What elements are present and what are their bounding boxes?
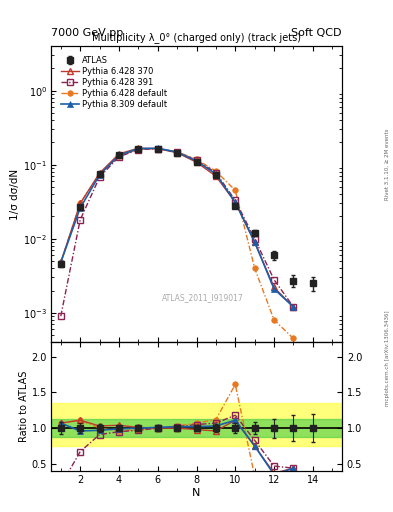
Text: Soft QCD: Soft QCD (292, 28, 342, 38)
Bar (51, 419, 342, 437)
Y-axis label: 1/σ dσ/dN: 1/σ dσ/dN (10, 168, 20, 220)
Text: ATLAS_2011_I919017: ATLAS_2011_I919017 (162, 293, 243, 303)
Text: mcplots.cern.ch [arXiv:1306.3436]: mcplots.cern.ch [arXiv:1306.3436] (385, 311, 390, 406)
Title: Multiplicity λ_0° (charged only) (track jets): Multiplicity λ_0° (charged only) (track … (92, 33, 301, 44)
Text: Rivet 3.1.10, ≥ 2M events: Rivet 3.1.10, ≥ 2M events (385, 128, 390, 200)
Legend: ATLAS, Pythia 6.428 370, Pythia 6.428 391, Pythia 6.428 default, Pythia 8.309 de: ATLAS, Pythia 6.428 370, Pythia 6.428 39… (58, 53, 170, 112)
Text: 7000 GeV pp: 7000 GeV pp (51, 28, 123, 38)
Y-axis label: Ratio to ATLAS: Ratio to ATLAS (19, 371, 29, 442)
Bar (51, 403, 342, 446)
X-axis label: N: N (192, 488, 201, 498)
